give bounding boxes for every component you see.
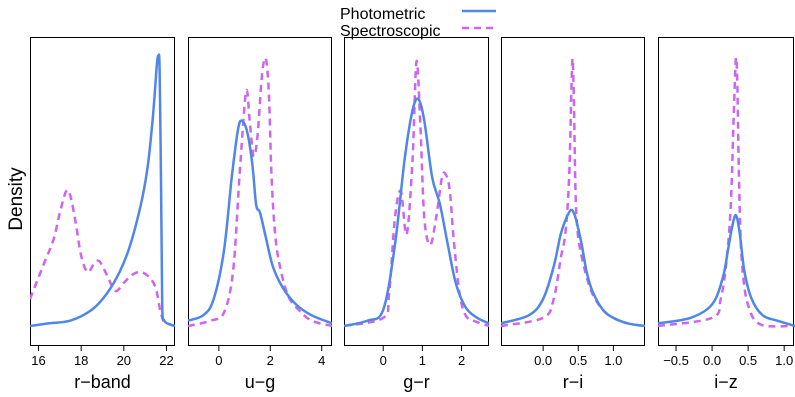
panel-frame xyxy=(188,37,332,346)
panel-5: −0.5 0.0 0.5 1.0 i−z xyxy=(658,37,795,392)
legend-label-spectroscopic: Spectroscopic xyxy=(340,23,441,40)
series-line-photometric xyxy=(658,214,795,328)
series-line-spectroscopic xyxy=(501,57,645,328)
series-line-spectroscopic xyxy=(188,56,332,328)
x-tick-label: 0.5 xyxy=(569,353,587,368)
series-line-photometric xyxy=(501,208,645,328)
x-tick-label: 18 xyxy=(74,353,88,368)
panel-frame xyxy=(501,37,645,346)
x-axis-title: r−band xyxy=(74,372,131,392)
panel-frame xyxy=(344,37,489,346)
legend-label-photometric: Photometric xyxy=(340,6,425,23)
legend: Photometric Spectroscopic xyxy=(340,6,496,40)
panel-frame xyxy=(658,37,794,346)
series-line-photometric xyxy=(344,97,489,328)
x-tick-label: 1.0 xyxy=(604,353,622,368)
x-axis-title: i−z xyxy=(714,372,738,392)
series-line-spectroscopic xyxy=(30,188,175,328)
x-tick-label: 0 xyxy=(215,353,222,368)
x-tick-label: 1 xyxy=(419,353,426,368)
panel-3: 0 1 2 g−r xyxy=(344,37,489,392)
x-tick-label: 0.0 xyxy=(703,353,721,368)
x-tick-label: 4 xyxy=(318,353,325,368)
x-axis-title: u−g xyxy=(245,372,276,392)
x-tick-label: 16 xyxy=(31,353,45,368)
x-axis-title: g−r xyxy=(403,372,430,392)
panel-1: 16 18 20 22 r−band xyxy=(30,37,175,392)
panels: 16 18 20 22 r−band 0 2 4 u−g 0 1 2 g−r 0.0 0.5 1.0 r−i −0… xyxy=(30,37,795,392)
x-tick-label: 22 xyxy=(159,353,173,368)
series-line-photometric xyxy=(30,53,175,328)
x-tick-label: 1.0 xyxy=(775,353,793,368)
panel-4: 0.0 0.5 1.0 r−i xyxy=(501,37,645,392)
x-tick-label: 0.5 xyxy=(739,353,757,368)
x-tick-label: 2 xyxy=(267,353,274,368)
y-axis-title: Density xyxy=(6,167,27,231)
panel-frame xyxy=(30,37,175,346)
x-tick-label: 20 xyxy=(117,353,131,368)
series-line-spectroscopic xyxy=(658,56,795,328)
x-tick-label: 0.0 xyxy=(534,353,552,368)
x-tick-label: −0.5 xyxy=(663,353,689,368)
series-line-spectroscopic xyxy=(344,60,489,328)
series-line-photometric xyxy=(188,119,332,325)
x-axis-title: r−i xyxy=(563,372,584,392)
x-tick-label: 0 xyxy=(380,353,387,368)
x-tick-label: 2 xyxy=(458,353,465,368)
panel-2: 0 2 4 u−g xyxy=(188,37,332,392)
